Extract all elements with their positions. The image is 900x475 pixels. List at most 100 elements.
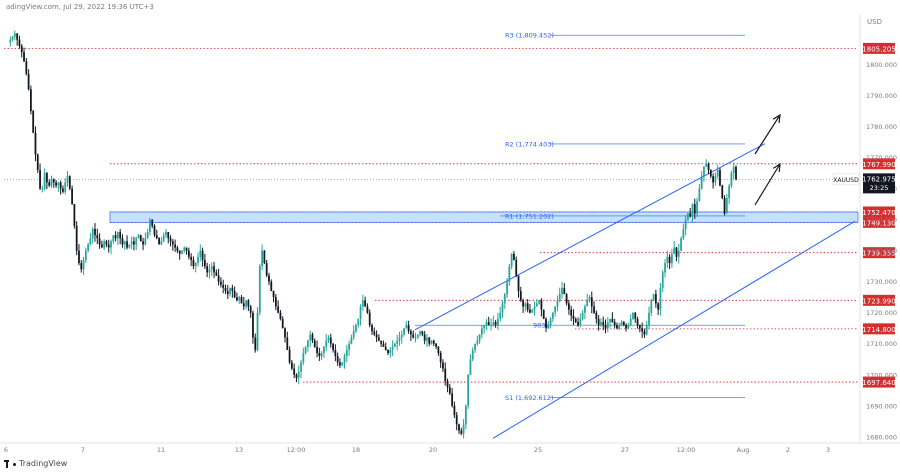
- arrow-head: [772, 162, 781, 173]
- price-tick-label: 1700.000: [866, 371, 897, 379]
- candle-body: [545, 318, 547, 329]
- candle-body: [414, 337, 417, 339]
- candle-body: [442, 362, 444, 369]
- candle-body: [567, 303, 570, 310]
- candle-body: [258, 266, 261, 313]
- price-tick-label: 1730.000: [866, 278, 897, 286]
- candle-body: [471, 349, 474, 360]
- candle-body: [426, 337, 428, 341]
- candle-body: [295, 374, 298, 378]
- level-badge-bg: [863, 294, 895, 306]
- candle-body: [46, 173, 48, 183]
- candle-body: [606, 322, 609, 329]
- candle-body: [400, 334, 403, 338]
- candle-body: [698, 188, 701, 202]
- price-tick-label: 1780.000: [866, 123, 897, 131]
- candle-body: [116, 232, 119, 239]
- candle-body: [62, 188, 64, 192]
- candle-body: [256, 312, 259, 350]
- pivot-label: R2 (1,774.403): [505, 140, 554, 148]
- candle-body: [549, 318, 552, 326]
- candle-body: [577, 322, 579, 326]
- time-axis[interactable]: 6 7 11 13 12:00 18 20 25 27 12:00 Aug 2 3: [0, 442, 900, 454]
- candle-body: [41, 188, 44, 190]
- candle-body: [192, 259, 195, 267]
- candle-body: [700, 176, 703, 189]
- candle-body: [238, 297, 241, 301]
- candle-body: [609, 318, 611, 323]
- candle-body: [59, 182, 62, 189]
- candle-body: [265, 263, 268, 276]
- candle-body: [723, 197, 726, 214]
- candle-body: [480, 328, 483, 335]
- candle-body: [517, 275, 520, 291]
- candle-body: [428, 337, 431, 344]
- candle-body: [634, 312, 637, 319]
- candle-body: [714, 176, 717, 183]
- candle-body: [497, 318, 499, 326]
- candle-body: [636, 318, 639, 326]
- candle-body: [668, 256, 671, 264]
- candle-body: [167, 232, 170, 239]
- price-tick-label: 1680.000: [866, 433, 897, 441]
- candle-body: [380, 340, 383, 344]
- candle-body: [123, 241, 126, 245]
- level-badge-bg: [863, 42, 895, 54]
- candle-body: [187, 250, 190, 257]
- price-tick-label: 1720.000: [866, 309, 897, 317]
- candle-body: [503, 294, 506, 304]
- candle-body: [169, 238, 172, 242]
- candle-body: [618, 325, 621, 329]
- candle-body: [206, 266, 209, 273]
- candle-body: [29, 89, 32, 112]
- candle-body: [696, 201, 698, 214]
- candle-body: [584, 306, 586, 313]
- candle-body: [171, 241, 174, 245]
- candle-body: [100, 244, 103, 248]
- candle-body: [673, 247, 676, 254]
- price-tick-label: 1740.000: [866, 247, 897, 255]
- candle-body: [345, 349, 348, 357]
- candle-body: [201, 250, 204, 260]
- candle-body: [405, 325, 408, 329]
- arrow-shaft: [754, 114, 781, 155]
- candle-body: [524, 303, 527, 307]
- support-zone: [109, 211, 859, 223]
- logo-dot: [13, 462, 16, 466]
- candle-body: [151, 219, 154, 226]
- candle-body: [277, 306, 280, 313]
- candle-body: [336, 356, 339, 363]
- candle-body: [293, 368, 296, 375]
- candle-body: [224, 287, 227, 291]
- candle-body: [272, 290, 275, 298]
- price-axis[interactable]: 1805.205 1767.990 1752.470 1749.130 1739.355…: [832, 14, 897, 443]
- candle-body: [632, 312, 634, 319]
- bar-countdown: 23:25: [870, 184, 889, 192]
- candle-body: [304, 346, 307, 354]
- candle-body: [689, 213, 692, 217]
- candle-body: [384, 346, 387, 350]
- candle-body: [32, 111, 35, 133]
- candle-body: [165, 232, 167, 236]
- pivot-label: S1 (1,692.612): [505, 394, 553, 402]
- candle-body: [558, 294, 561, 301]
- candle-body: [290, 362, 293, 369]
- candle-body: [487, 322, 490, 326]
- candle-body: [453, 405, 456, 416]
- candle-body: [359, 306, 362, 319]
- candle-body: [261, 250, 264, 267]
- ascending-channel: [414, 143, 856, 439]
- candle-body: [654, 294, 657, 304]
- candle-body: [190, 256, 193, 260]
- price-tick-label: 1690.000: [866, 402, 897, 410]
- candle-body: [366, 306, 369, 313]
- level-badge: 1805.205: [862, 42, 896, 54]
- candle-body: [412, 334, 415, 338]
- level-badge-label: 1697.640: [862, 379, 895, 387]
- candle-body: [82, 259, 85, 270]
- candle-body: [627, 325, 630, 329]
- candle-body: [149, 219, 151, 233]
- level-badge: 1767.990: [862, 158, 896, 170]
- tradingview-brand[interactable]: TradingView: [4, 459, 67, 468]
